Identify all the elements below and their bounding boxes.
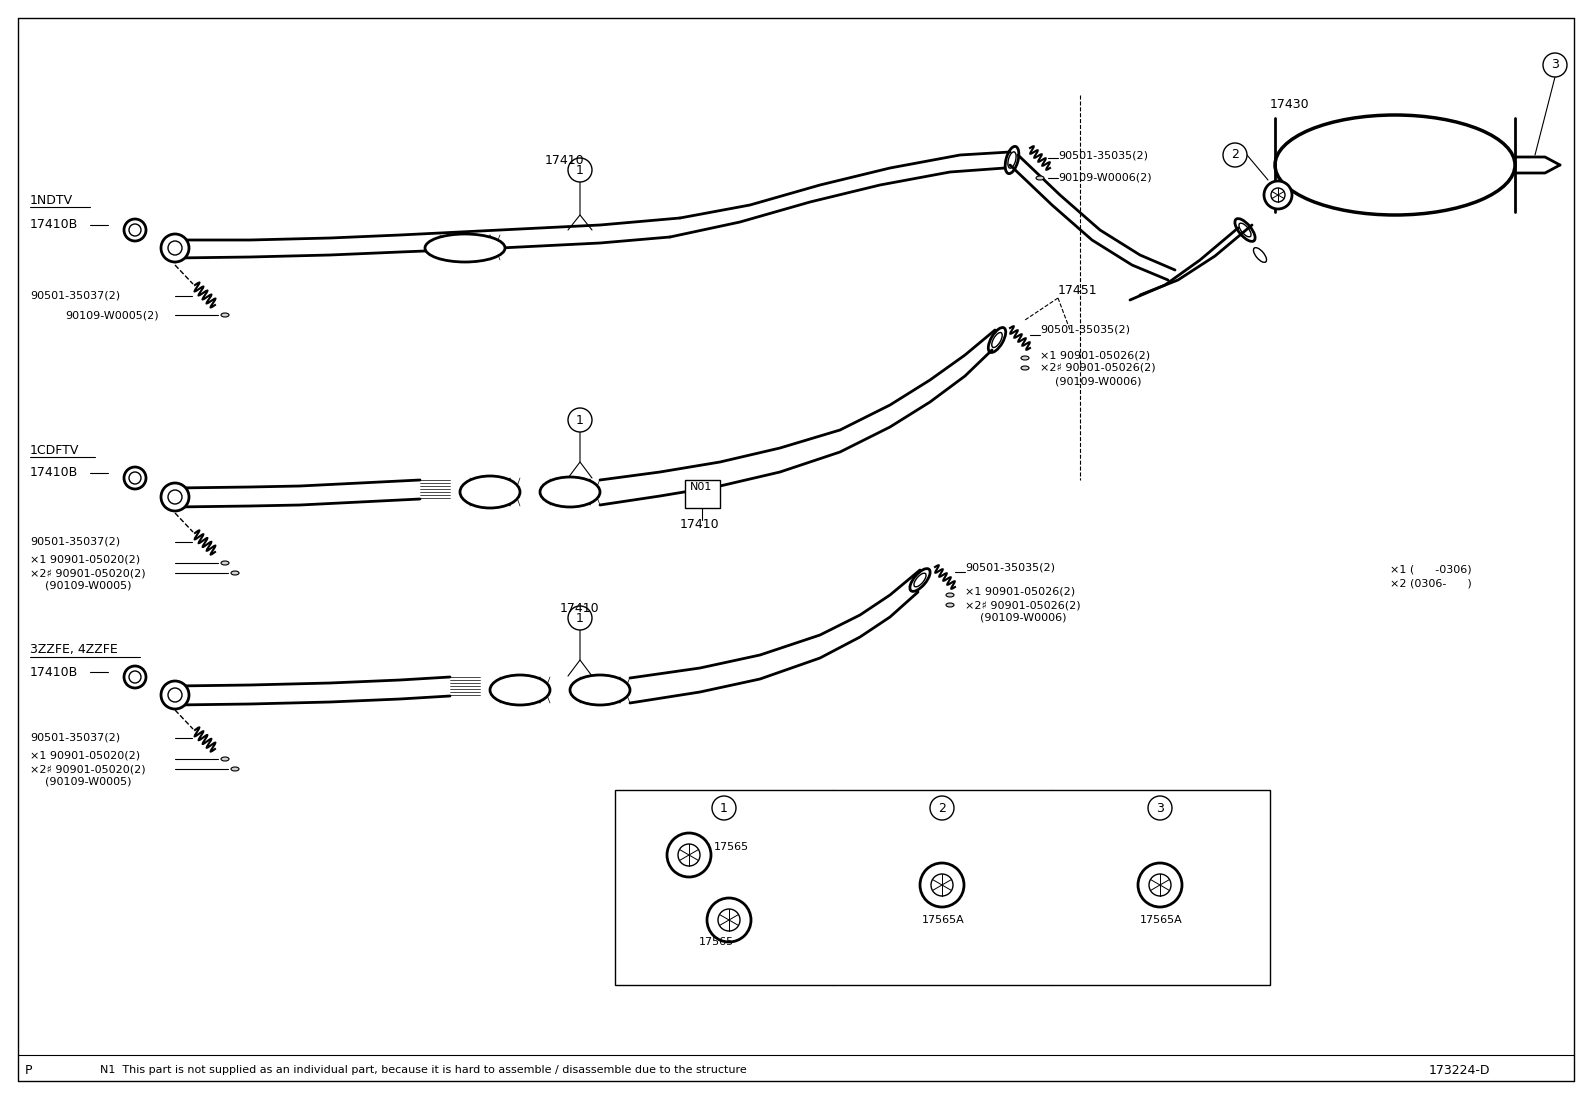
Text: ×2♯ 90901-05020(2): ×2♯ 90901-05020(2) — [30, 568, 145, 578]
Text: 17565A: 17565A — [922, 915, 965, 925]
Text: 1CDFTV: 1CDFTV — [30, 444, 80, 456]
Text: ×1 90901-05020(2): ×1 90901-05020(2) — [30, 555, 140, 565]
Circle shape — [1148, 796, 1172, 820]
Ellipse shape — [1036, 176, 1044, 180]
Text: N01: N01 — [689, 482, 712, 492]
Text: 3ZZFE, 4ZZFE: 3ZZFE, 4ZZFE — [30, 644, 118, 656]
Ellipse shape — [490, 675, 549, 704]
Text: P: P — [25, 1064, 32, 1077]
Text: ×2♯ 90901-05026(2): ×2♯ 90901-05026(2) — [965, 600, 1081, 610]
Text: 17451: 17451 — [1059, 284, 1097, 297]
Text: 2: 2 — [938, 801, 946, 814]
Circle shape — [667, 833, 712, 877]
Text: 90501-35035(2): 90501-35035(2) — [1059, 149, 1148, 160]
Text: 1: 1 — [576, 611, 584, 624]
Text: ×1 (      -0306): ×1 ( -0306) — [1390, 565, 1471, 575]
Ellipse shape — [221, 757, 229, 761]
Text: ×2 (0306-      ): ×2 (0306- ) — [1390, 578, 1471, 588]
Text: 17410: 17410 — [544, 154, 584, 167]
Text: (90109-W0005): (90109-W0005) — [45, 580, 132, 590]
Text: ×1 90901-05026(2): ×1 90901-05026(2) — [1040, 349, 1149, 360]
Text: 17565: 17565 — [699, 937, 734, 947]
Ellipse shape — [124, 467, 146, 489]
Ellipse shape — [1020, 356, 1028, 360]
Text: (90109-W0006): (90109-W0006) — [1055, 376, 1141, 386]
Ellipse shape — [946, 603, 954, 607]
Circle shape — [930, 796, 954, 820]
Text: 173224-D: 173224-D — [1428, 1064, 1490, 1077]
Circle shape — [707, 898, 751, 942]
Text: 17565A: 17565A — [1140, 915, 1183, 925]
Text: 1: 1 — [576, 413, 584, 426]
Text: 17410B: 17410B — [30, 219, 78, 232]
Circle shape — [568, 408, 592, 432]
Text: 90109-W0005(2): 90109-W0005(2) — [65, 310, 159, 320]
Text: ×1 90901-05020(2): ×1 90901-05020(2) — [30, 751, 140, 761]
Text: 1: 1 — [720, 801, 728, 814]
Text: ×2♯ 90901-05020(2): ×2♯ 90901-05020(2) — [30, 764, 145, 774]
Text: 1NDTV: 1NDTV — [30, 193, 73, 207]
Ellipse shape — [161, 681, 189, 709]
Text: (90109-W0006): (90109-W0006) — [981, 612, 1067, 622]
Text: 17565: 17565 — [713, 842, 750, 852]
Ellipse shape — [946, 593, 954, 597]
Ellipse shape — [221, 560, 229, 565]
Text: 90501-35037(2): 90501-35037(2) — [30, 290, 119, 300]
Text: 90501-35037(2): 90501-35037(2) — [30, 537, 119, 547]
Text: 3: 3 — [1551, 58, 1559, 71]
Ellipse shape — [161, 234, 189, 262]
Bar — [615, 790, 1270, 985]
Circle shape — [568, 158, 592, 182]
Ellipse shape — [231, 571, 239, 575]
Bar — [685, 480, 720, 508]
Text: 90501-35035(2): 90501-35035(2) — [1040, 325, 1130, 335]
Ellipse shape — [1020, 366, 1028, 370]
Text: 17410: 17410 — [560, 601, 600, 614]
Text: 90109-W0006(2): 90109-W0006(2) — [1059, 173, 1151, 184]
Circle shape — [712, 796, 736, 820]
Circle shape — [1543, 53, 1567, 77]
Text: 3: 3 — [1156, 801, 1164, 814]
Circle shape — [568, 606, 592, 630]
Ellipse shape — [161, 482, 189, 511]
Text: N1  This part is not supplied as an individual part, because it is hard to assem: N1 This part is not supplied as an indiv… — [100, 1065, 747, 1075]
Text: 90501-35035(2): 90501-35035(2) — [965, 563, 1055, 573]
Text: ×1 90901-05026(2): ×1 90901-05026(2) — [965, 587, 1075, 597]
Ellipse shape — [570, 675, 630, 704]
Ellipse shape — [221, 313, 229, 317]
Text: 1: 1 — [576, 164, 584, 177]
Text: 17430: 17430 — [1270, 99, 1310, 111]
Text: 2: 2 — [1231, 148, 1239, 162]
Text: (90109-W0005): (90109-W0005) — [45, 776, 132, 786]
Circle shape — [1264, 181, 1293, 209]
Ellipse shape — [425, 234, 505, 262]
Text: 17410: 17410 — [680, 519, 720, 532]
Text: 17410B: 17410B — [30, 666, 78, 678]
Ellipse shape — [124, 219, 146, 241]
Circle shape — [1223, 143, 1247, 167]
Ellipse shape — [1275, 115, 1516, 215]
Ellipse shape — [124, 666, 146, 688]
Ellipse shape — [540, 477, 600, 507]
Ellipse shape — [231, 767, 239, 771]
Ellipse shape — [460, 476, 521, 508]
Text: ×2♯ 90901-05026(2): ×2♯ 90901-05026(2) — [1040, 363, 1156, 373]
Text: 17410B: 17410B — [30, 466, 78, 479]
Circle shape — [1138, 863, 1181, 907]
Text: 90501-35037(2): 90501-35037(2) — [30, 733, 119, 743]
Circle shape — [920, 863, 965, 907]
